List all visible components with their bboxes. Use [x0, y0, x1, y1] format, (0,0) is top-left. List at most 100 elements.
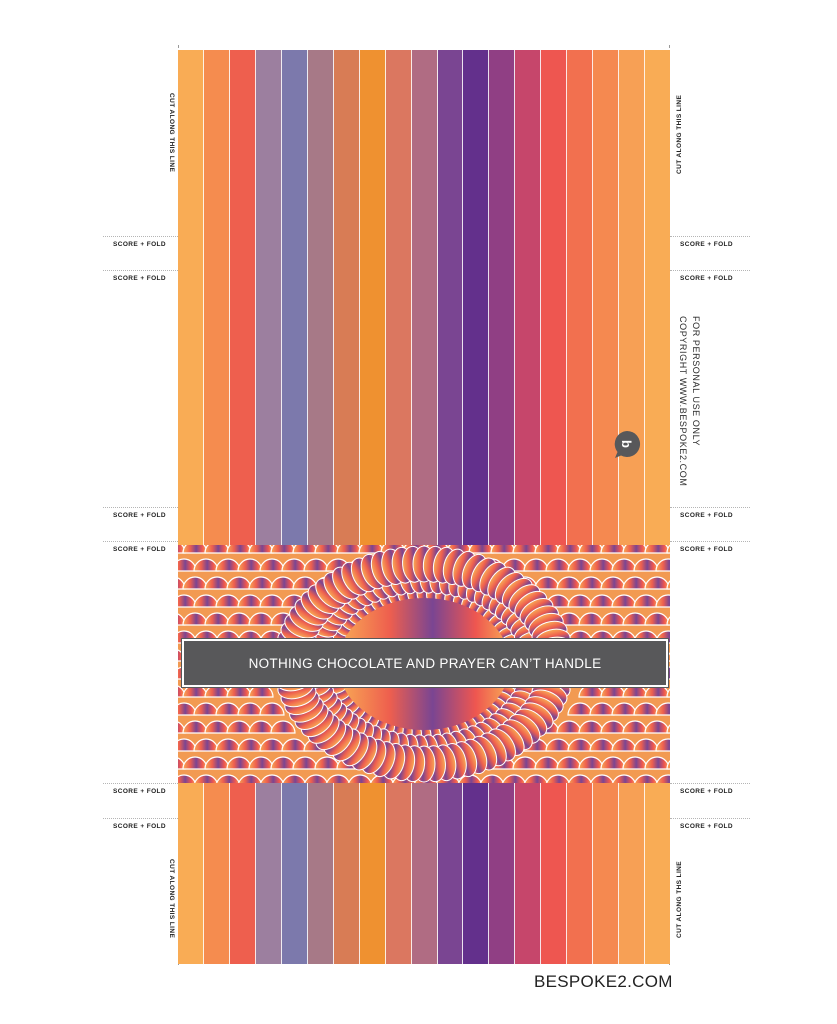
pattern-scale [644, 545, 670, 554]
fold-label-right: SCORE + FOLD [680, 788, 734, 795]
pattern-scale [348, 774, 372, 783]
pattern-scale [270, 545, 296, 554]
stripe [437, 50, 464, 964]
bespoke-speech-bubble-logo-icon: b [614, 430, 641, 458]
pattern-scale [568, 774, 592, 783]
pattern-scale [178, 774, 196, 783]
pattern-scale [480, 774, 504, 783]
cut-label-left-top: CUT ALONG THIS LINE [168, 93, 175, 173]
pattern-scale [590, 774, 614, 783]
stripe [255, 50, 282, 964]
pattern-scale [326, 774, 350, 783]
fold-label-right: SCORE + FOLD [680, 241, 734, 248]
copyright-line-1: FOR PERSONAL USE ONLY [691, 316, 701, 447]
fold-line-right [670, 818, 750, 819]
fold-line-left [103, 507, 178, 508]
pattern-scale [292, 545, 318, 554]
svg-text:b: b [619, 440, 634, 448]
pattern-scale [534, 545, 560, 554]
pattern-scale [556, 545, 582, 554]
pattern-scale [468, 545, 494, 554]
footer-site: BESPOKE2.COM [534, 972, 673, 991]
copyright-notice: FOR PERSONAL USE ONLY COPYRIGHT WWW.BESP… [676, 316, 702, 486]
stripe [515, 50, 542, 964]
fold-line-right [670, 236, 750, 237]
fold-line-left [103, 270, 178, 271]
fold-label-left: SCORE + FOLD [113, 546, 167, 553]
pattern-scale [666, 724, 670, 734]
cut-label-left-bottom: CUT ALONG THIS LINE [168, 859, 175, 939]
cut-label-right-bottom: CUT ALONG THS LINE [676, 860, 683, 938]
stripe [385, 50, 412, 964]
pattern-scale [304, 774, 328, 783]
pattern-scale [226, 545, 252, 554]
copyright-line-2: COPYRIGHT WWW.BESPOKE2.COM [678, 316, 688, 487]
fold-label-left: SCORE + FOLD [113, 823, 167, 830]
pattern-scale [490, 545, 516, 554]
pattern-scale [666, 545, 670, 554]
pattern-scale [270, 720, 296, 734]
fold-label-left: SCORE + FOLD [113, 512, 167, 519]
stripe [333, 50, 360, 964]
pattern-scale [655, 558, 670, 572]
pattern-scale [655, 702, 670, 716]
pattern-scale [666, 760, 670, 770]
stripe [645, 50, 671, 964]
pattern-scale [238, 774, 262, 783]
pattern-scale [524, 774, 548, 783]
stripe [178, 50, 204, 964]
fold-line-left [103, 236, 178, 237]
fold-label-left: SCORE + FOLD [113, 788, 167, 795]
fold-line-left [103, 541, 178, 542]
pattern-scale [260, 774, 284, 783]
pattern-scale [546, 774, 570, 783]
stripe [541, 50, 568, 964]
fold-label-left: SCORE + FOLD [113, 241, 167, 248]
wrapper-panel [178, 50, 671, 964]
fold-label-right: SCORE + FOLD [680, 546, 734, 553]
stripe [463, 50, 490, 964]
pattern-scale [666, 580, 670, 590]
title-banner: NOTHING CHOCOLATE AND PRAYER CAN’T HANDL… [181, 638, 669, 688]
cut-label-right-top: CUT ALONG THIS LINE [676, 94, 683, 174]
pattern-scale [204, 545, 230, 554]
pattern-scale [182, 545, 208, 554]
pattern-scale [282, 774, 306, 783]
pattern-scale [259, 702, 285, 716]
pattern-scale [512, 545, 538, 554]
stripe [281, 50, 308, 964]
fold-label-right: SCORE + FOLD [680, 823, 734, 830]
pattern-scale [666, 616, 670, 626]
fold-line-left [103, 783, 178, 784]
pattern-scale [336, 545, 362, 554]
stripe [593, 50, 620, 964]
pattern-scale [600, 545, 626, 554]
pattern-scale [634, 774, 658, 783]
fold-label-left: SCORE + FOLD [113, 275, 167, 282]
stripe [307, 50, 334, 964]
pattern-scale [248, 545, 274, 554]
pattern-scale [216, 774, 240, 783]
stripe [203, 50, 230, 964]
stripe [489, 50, 516, 964]
pattern-scale [666, 688, 670, 698]
fold-line-right [670, 507, 750, 508]
pattern-scale [578, 545, 604, 554]
pattern-scale [622, 545, 648, 554]
fold-label-right: SCORE + FOLD [680, 512, 734, 519]
pattern-scale [612, 774, 636, 783]
stripe [359, 50, 386, 964]
pattern-scale [194, 774, 218, 783]
pattern-scale [655, 738, 670, 752]
fold-line-right [670, 270, 750, 271]
banner-text: NOTHING CHOCOLATE AND PRAYER CAN’T HANDL… [248, 655, 602, 671]
stripe [619, 50, 646, 964]
stripe [567, 50, 594, 964]
pattern-scale [502, 774, 526, 783]
fold-label-right: SCORE + FOLD [680, 275, 734, 282]
stripe-pattern [178, 50, 671, 964]
fold-line-left [103, 818, 178, 819]
fold-line-right [670, 541, 750, 542]
stripe [411, 50, 438, 964]
stripe [229, 50, 256, 964]
